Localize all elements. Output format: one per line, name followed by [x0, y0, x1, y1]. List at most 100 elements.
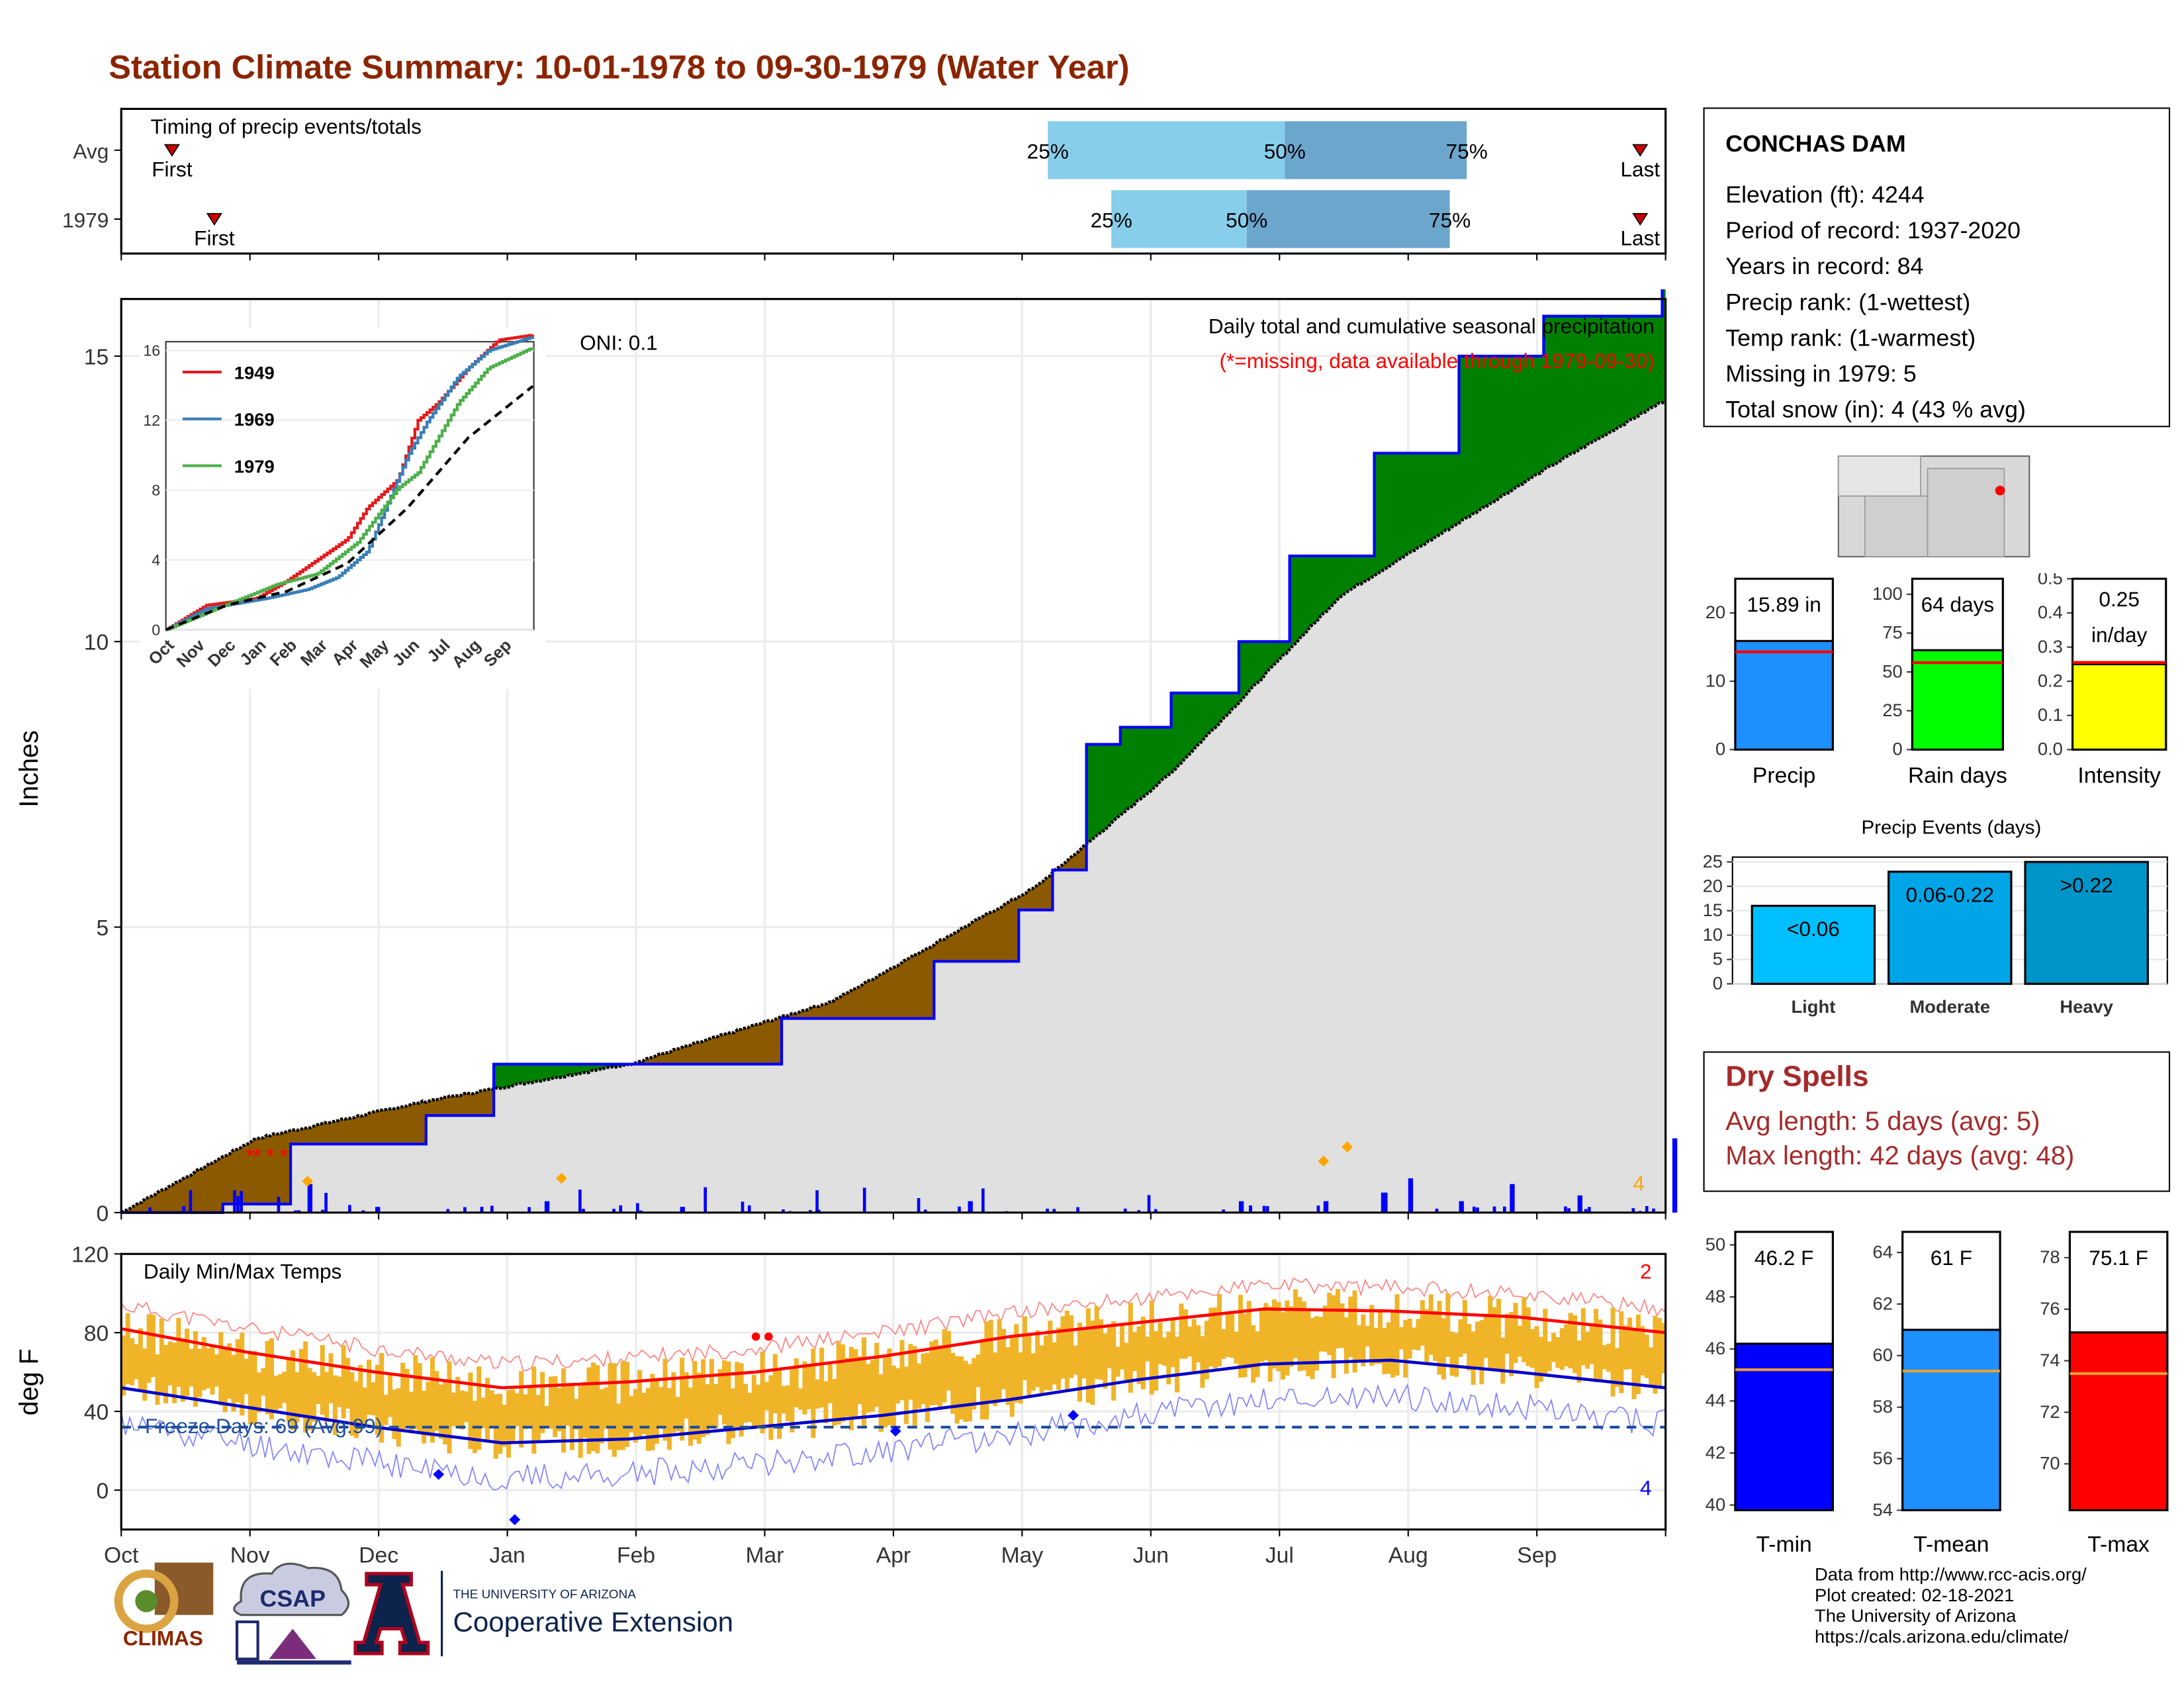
- temp-main-chart: deg F 0 40 80 120 Oct Nov Dec Jan Feb Mar Apr May Ju…: [15, 1243, 1667, 1568]
- bar-y-tick-label: 76: [2040, 1298, 2060, 1319]
- temp-title: Daily Min/Max Temps: [144, 1260, 341, 1284]
- daily-temp-bar: [1107, 1324, 1112, 1368]
- daily-temp-bar: [489, 1390, 494, 1427]
- daily-temp-bar: [963, 1360, 968, 1423]
- ua-big-text: Cooperative Extension: [453, 1607, 733, 1638]
- daily-precip-bar: [612, 1209, 615, 1213]
- cold-count: 4: [1640, 1477, 1652, 1500]
- daily-temp-bar: [993, 1352, 998, 1407]
- daily-temp-bar: [383, 1394, 388, 1425]
- timing-row-label: Avg: [73, 140, 109, 164]
- daily-precip-bar: [809, 1209, 812, 1213]
- daily-temp-bar: [163, 1344, 169, 1404]
- daily-temp-bar: [929, 1341, 934, 1406]
- daily-temp-bar: [1504, 1313, 1510, 1354]
- daily-precip-bar: [680, 1207, 685, 1213]
- daily-temp-bar: [565, 1385, 570, 1426]
- daily-precip-bar: [619, 1205, 623, 1213]
- events-bar-label: >0.22: [2060, 874, 2113, 897]
- daily-temp-bar: [561, 1368, 567, 1453]
- daily-precip-bar: [1137, 1210, 1141, 1213]
- daily-temp-bar: [1445, 1293, 1451, 1357]
- daily-temp-bar: [747, 1392, 752, 1423]
- daily-precip-bar: [1459, 1201, 1464, 1213]
- university-of-arizona-logo: THE UNIVERSITY OF ARIZONA Cooperative Ex…: [353, 1571, 733, 1657]
- daily-temp-bar: [794, 1358, 799, 1407]
- daily-temp-bar: [1416, 1319, 1421, 1350]
- daily-temp-bar: [590, 1362, 596, 1452]
- daily-temp-bar: [1420, 1300, 1425, 1346]
- hot-count: 2: [1640, 1260, 1652, 1284]
- record-high-marker: [764, 1332, 773, 1341]
- daily-precip-bar: [294, 1210, 297, 1213]
- daily-temp-bar: [954, 1356, 960, 1424]
- bar-value-label: 75.1 F: [2089, 1246, 2148, 1270]
- precip-deficit-area: [124, 843, 1087, 1213]
- daily-temp-bar: [1115, 1346, 1120, 1377]
- daily-temp-bar: [1285, 1300, 1290, 1376]
- daily-temp-bar: [125, 1313, 130, 1384]
- daily-temp-bar: [417, 1363, 422, 1434]
- daily-temp-bar: [455, 1376, 461, 1427]
- daily-temp-bar: [1390, 1311, 1396, 1378]
- daily-temp-bar: [1322, 1305, 1328, 1352]
- daily-precip-bar: [1265, 1206, 1269, 1213]
- daily-precip-bar: [240, 1191, 243, 1213]
- timing-first-marker: [163, 144, 180, 157]
- daily-precip-bar: [297, 1210, 300, 1213]
- source-line-1: Data from http://www.rcc-acis.org/: [1815, 1564, 2087, 1585]
- page-title: Station Climate Summary: 10-01-1978 to 0…: [109, 49, 1130, 87]
- daily-temp-bar: [1225, 1313, 1230, 1358]
- daily-temp-bar: [1039, 1345, 1044, 1395]
- daily-temp-bar: [659, 1387, 664, 1429]
- daily-temp-bar: [1343, 1317, 1349, 1374]
- daily-temp-bar: [1056, 1327, 1062, 1390]
- daily-precip-bar: [917, 1197, 921, 1213]
- inset-legend-label: 1979: [234, 456, 275, 477]
- daily-temp-bar: [1064, 1310, 1069, 1391]
- daily-temp-bar: [1462, 1299, 1467, 1354]
- daily-temp-bar: [836, 1342, 841, 1425]
- timing-q50-label: 50%: [1264, 140, 1306, 164]
- daily-temp-bar: [569, 1384, 574, 1450]
- daily-temp-bar: [675, 1397, 680, 1432]
- daily-temp-bar: [760, 1351, 765, 1434]
- daily-temp-bar: [1492, 1307, 1497, 1371]
- daily-temp-bar: [218, 1332, 224, 1406]
- daily-temp-bar: [1005, 1347, 1011, 1405]
- daily-temp-bar: [1500, 1337, 1506, 1384]
- precip-average-line: [120, 400, 1666, 1214]
- daily-temp-bar: [874, 1342, 880, 1407]
- daily-temp-bar: [167, 1341, 173, 1385]
- daily-temp-bar: [861, 1337, 867, 1429]
- logos-strip: CLIMAS CSAP THE UNIVERSITY OF ARIZONA Co…: [114, 1562, 733, 1665]
- map-state-nevada: [1837, 455, 1921, 497]
- bar-category-label: Intensity: [2077, 764, 2161, 788]
- daily-temp-bar: [210, 1345, 215, 1395]
- daily-temp-bar: [1572, 1315, 1578, 1374]
- daily-precip-bar: [1672, 1138, 1678, 1213]
- daily-temp-bar: [1234, 1331, 1239, 1364]
- daily-temp-bar: [1099, 1319, 1104, 1380]
- daily-temp-bar: [967, 1364, 972, 1422]
- daily-precip-bar: [1577, 1195, 1582, 1213]
- precip-surplus-area: [121, 289, 1666, 1213]
- oni-label: ONI: 0.1: [580, 332, 658, 355]
- daily-temp-bar: [887, 1348, 892, 1425]
- daily-precip-bar: [240, 1208, 243, 1213]
- daily-temp-bar: [624, 1362, 630, 1447]
- daily-precip-bar: [1564, 1206, 1567, 1213]
- daily-temp-bar: [790, 1368, 795, 1432]
- daily-temp-bar: [976, 1354, 981, 1387]
- daily-temp-bar: [1635, 1314, 1641, 1394]
- daily-temp-bar: [1301, 1301, 1306, 1371]
- daily-precip-bar: [1492, 1206, 1496, 1213]
- daily-temp-bar: [1077, 1323, 1083, 1402]
- daily-temp-bar: [1475, 1321, 1480, 1368]
- timing-first-label: First: [152, 158, 193, 181]
- temp-month-label: Jul: [1265, 1544, 1294, 1568]
- daily-temp-bar: [138, 1328, 143, 1391]
- daily-temp-bar: [1259, 1309, 1264, 1362]
- daily-precip-bar: [1652, 1208, 1655, 1213]
